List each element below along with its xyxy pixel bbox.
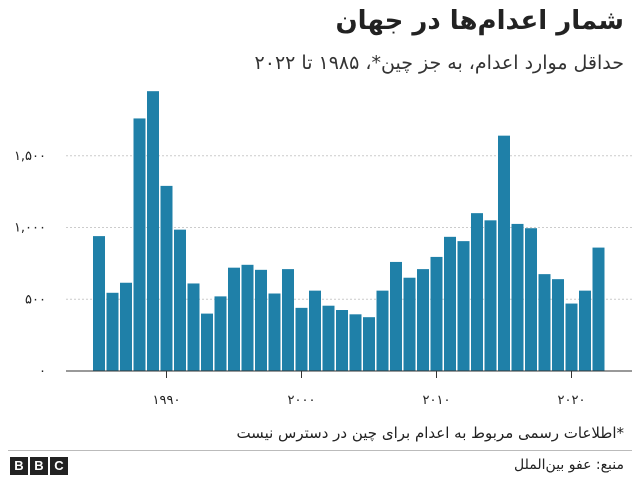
bbc-logo-letter: B <box>30 457 48 475</box>
x-tick-label: ۲۰۱۰ <box>423 393 451 408</box>
bar-1991 <box>174 229 186 371</box>
executions-bar-chart: ۰ ۵۰۰ ۱,۰۰۰ ۱,۵۰۰ ۱۹۹۰ ۲۰۰۰ ۲۰۱۰ ۲۰۲۰ <box>14 91 632 408</box>
bar-2006 <box>376 290 389 371</box>
bar-2018 <box>538 274 551 371</box>
bar-1998 <box>268 293 281 371</box>
x-tick-label: ۲۰۲۰ <box>558 393 586 408</box>
footnote: *اطلاعات رسمی مربوط به اعدام برای چین در… <box>236 424 624 442</box>
source-credit: منبع: عفو بین‌الملل <box>514 457 624 473</box>
bar-2020 <box>565 303 578 371</box>
bar-2013 <box>471 213 483 371</box>
bar-2007 <box>390 261 402 371</box>
bbc-logo-letter: C <box>50 457 68 475</box>
chart-title: شمار اعدام‌ها در جهان <box>335 6 624 36</box>
bbc-logo-letter: B <box>10 457 28 475</box>
bar-1989 <box>147 91 159 372</box>
bar-2022 <box>592 247 605 371</box>
bar-2017 <box>525 228 537 371</box>
bar-2008 <box>403 277 416 371</box>
bar-1993 <box>201 313 213 371</box>
bar-2014 <box>484 220 497 371</box>
bar-2000 <box>295 307 308 371</box>
bar-1994 <box>214 296 227 371</box>
bar-2015 <box>498 135 510 371</box>
chart-subtitle: حداقل موارد اعدام، به جز چین*، ۱۹۸۵ تا ۲… <box>254 52 624 74</box>
bbc-logo: B B C <box>10 457 68 475</box>
footer-divider <box>8 450 632 451</box>
bar-2002 <box>322 305 335 371</box>
y-tick-label: ۵۰۰ <box>25 292 46 307</box>
bar-2003 <box>336 310 348 371</box>
x-tick-label: ۲۰۰۰ <box>288 393 316 408</box>
bar-2016 <box>511 223 524 371</box>
bar-1999 <box>282 269 294 371</box>
bar-1997 <box>255 269 267 371</box>
bar-2021 <box>579 290 591 371</box>
bar-1986 <box>106 292 119 371</box>
bar-2010 <box>430 256 443 371</box>
bar-1987 <box>120 282 132 371</box>
bar-2009 <box>417 269 429 371</box>
bar-2004 <box>349 314 362 371</box>
y-tick-label: ۰ <box>39 364 46 379</box>
bar-1996 <box>241 264 254 371</box>
bar-2019 <box>552 279 564 371</box>
bar-2012 <box>457 241 470 371</box>
bar-1985 <box>93 236 105 371</box>
bar-1992 <box>187 283 200 371</box>
bar-1995 <box>228 267 240 371</box>
bar-2001 <box>309 290 321 371</box>
bar-2011 <box>444 236 456 371</box>
x-tick-label: ۱۹۹۰ <box>153 393 181 408</box>
bar-2005 <box>363 317 375 371</box>
bar-1988 <box>133 118 146 371</box>
y-tick-label: ۱,۵۰۰ <box>14 149 46 164</box>
y-tick-label: ۱,۰۰۰ <box>14 221 46 236</box>
bar-1990 <box>160 185 173 371</box>
